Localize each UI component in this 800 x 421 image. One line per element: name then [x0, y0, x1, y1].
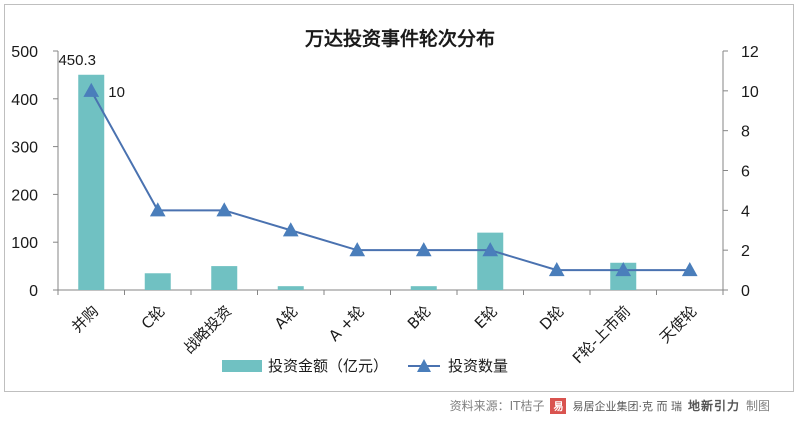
legend-line-label: 投资数量 [448, 357, 508, 375]
x-tick-label: D轮 [536, 302, 568, 334]
x-tick-label: E轮 [471, 302, 501, 332]
chart-frame [4, 4, 794, 392]
line-point [415, 242, 432, 257]
bar [144, 273, 171, 290]
y-left-tick-label: 300 [11, 140, 38, 157]
y-left-tick-label: 200 [11, 187, 38, 204]
line-point [482, 242, 499, 257]
source-bar: 资料来源：IT桔子 易 易居企业集团·克 而 瑞 地新引力 制图 [0, 392, 800, 421]
bar-series: 450.3 [58, 52, 637, 291]
y-left-tick-label: 400 [11, 92, 38, 109]
chart-canvas: 万达投资事件轮次分布 0 100 200 300 400 500 0 2 4 6 8 10 12 450… [11, 27, 759, 375]
line-point [216, 202, 233, 217]
line-point [282, 222, 299, 237]
legend-line-marker [417, 359, 431, 372]
line-point [681, 262, 698, 277]
legend-bar-label: 投资金额（亿元） [268, 357, 388, 375]
line-data-label: 10 [108, 84, 125, 101]
line-point [349, 242, 366, 257]
y-left-tick-label: 100 [11, 235, 38, 252]
chart-title: 万达投资事件轮次分布 [304, 27, 495, 50]
bar-data-label: 450.3 [58, 52, 96, 69]
bar [211, 266, 238, 290]
x-tick-label: A +轮 [325, 302, 368, 345]
x-tick-label: 天使轮 [656, 302, 701, 347]
bar [277, 286, 304, 290]
line-series: 10 [83, 82, 698, 277]
y-left-tick-label: 0 [29, 283, 38, 300]
x-tick-label: 并购 [68, 302, 102, 336]
series-line [90, 90, 690, 272]
line-point [548, 262, 565, 277]
line-point [149, 202, 166, 217]
y-left-tick-label: 500 [11, 44, 38, 61]
y-right-tick-label: 2 [741, 243, 750, 260]
axes: 0 100 200 300 400 500 0 2 4 6 8 10 12 [11, 44, 759, 300]
x-tick-label: 战略投资 [180, 302, 235, 357]
line-point [615, 262, 632, 277]
x-tick-label: A轮 [271, 302, 302, 333]
source-label: 资料来源：IT桔子 [449, 399, 545, 413]
logo-icon: 易 [550, 397, 567, 414]
bar [477, 232, 504, 290]
line-point [83, 82, 100, 97]
y-right-tick-label: 6 [741, 164, 750, 181]
x-tick-label: C轮 [138, 302, 169, 333]
bar [410, 286, 437, 290]
y-right-tick-label: 10 [741, 84, 759, 101]
bar [78, 74, 105, 291]
logo-text: 易居企业集团·克 而 瑞 [572, 399, 682, 413]
x-tick-label: B轮 [404, 302, 435, 333]
y-right-tick-label: 12 [741, 44, 759, 61]
y-right-tick-label: 8 [741, 124, 750, 141]
x-tick-label: F轮-上市前 [569, 302, 634, 367]
y-right-tick-label: 4 [741, 203, 750, 220]
legend: 投资金额（亿元） 投资数量 [222, 357, 508, 375]
logo-2-text: 地新引力 [687, 399, 740, 413]
source-suffix: 制图 [745, 399, 770, 413]
legend-bar-swatch [222, 360, 262, 372]
y-right-tick-label: 0 [741, 283, 750, 300]
